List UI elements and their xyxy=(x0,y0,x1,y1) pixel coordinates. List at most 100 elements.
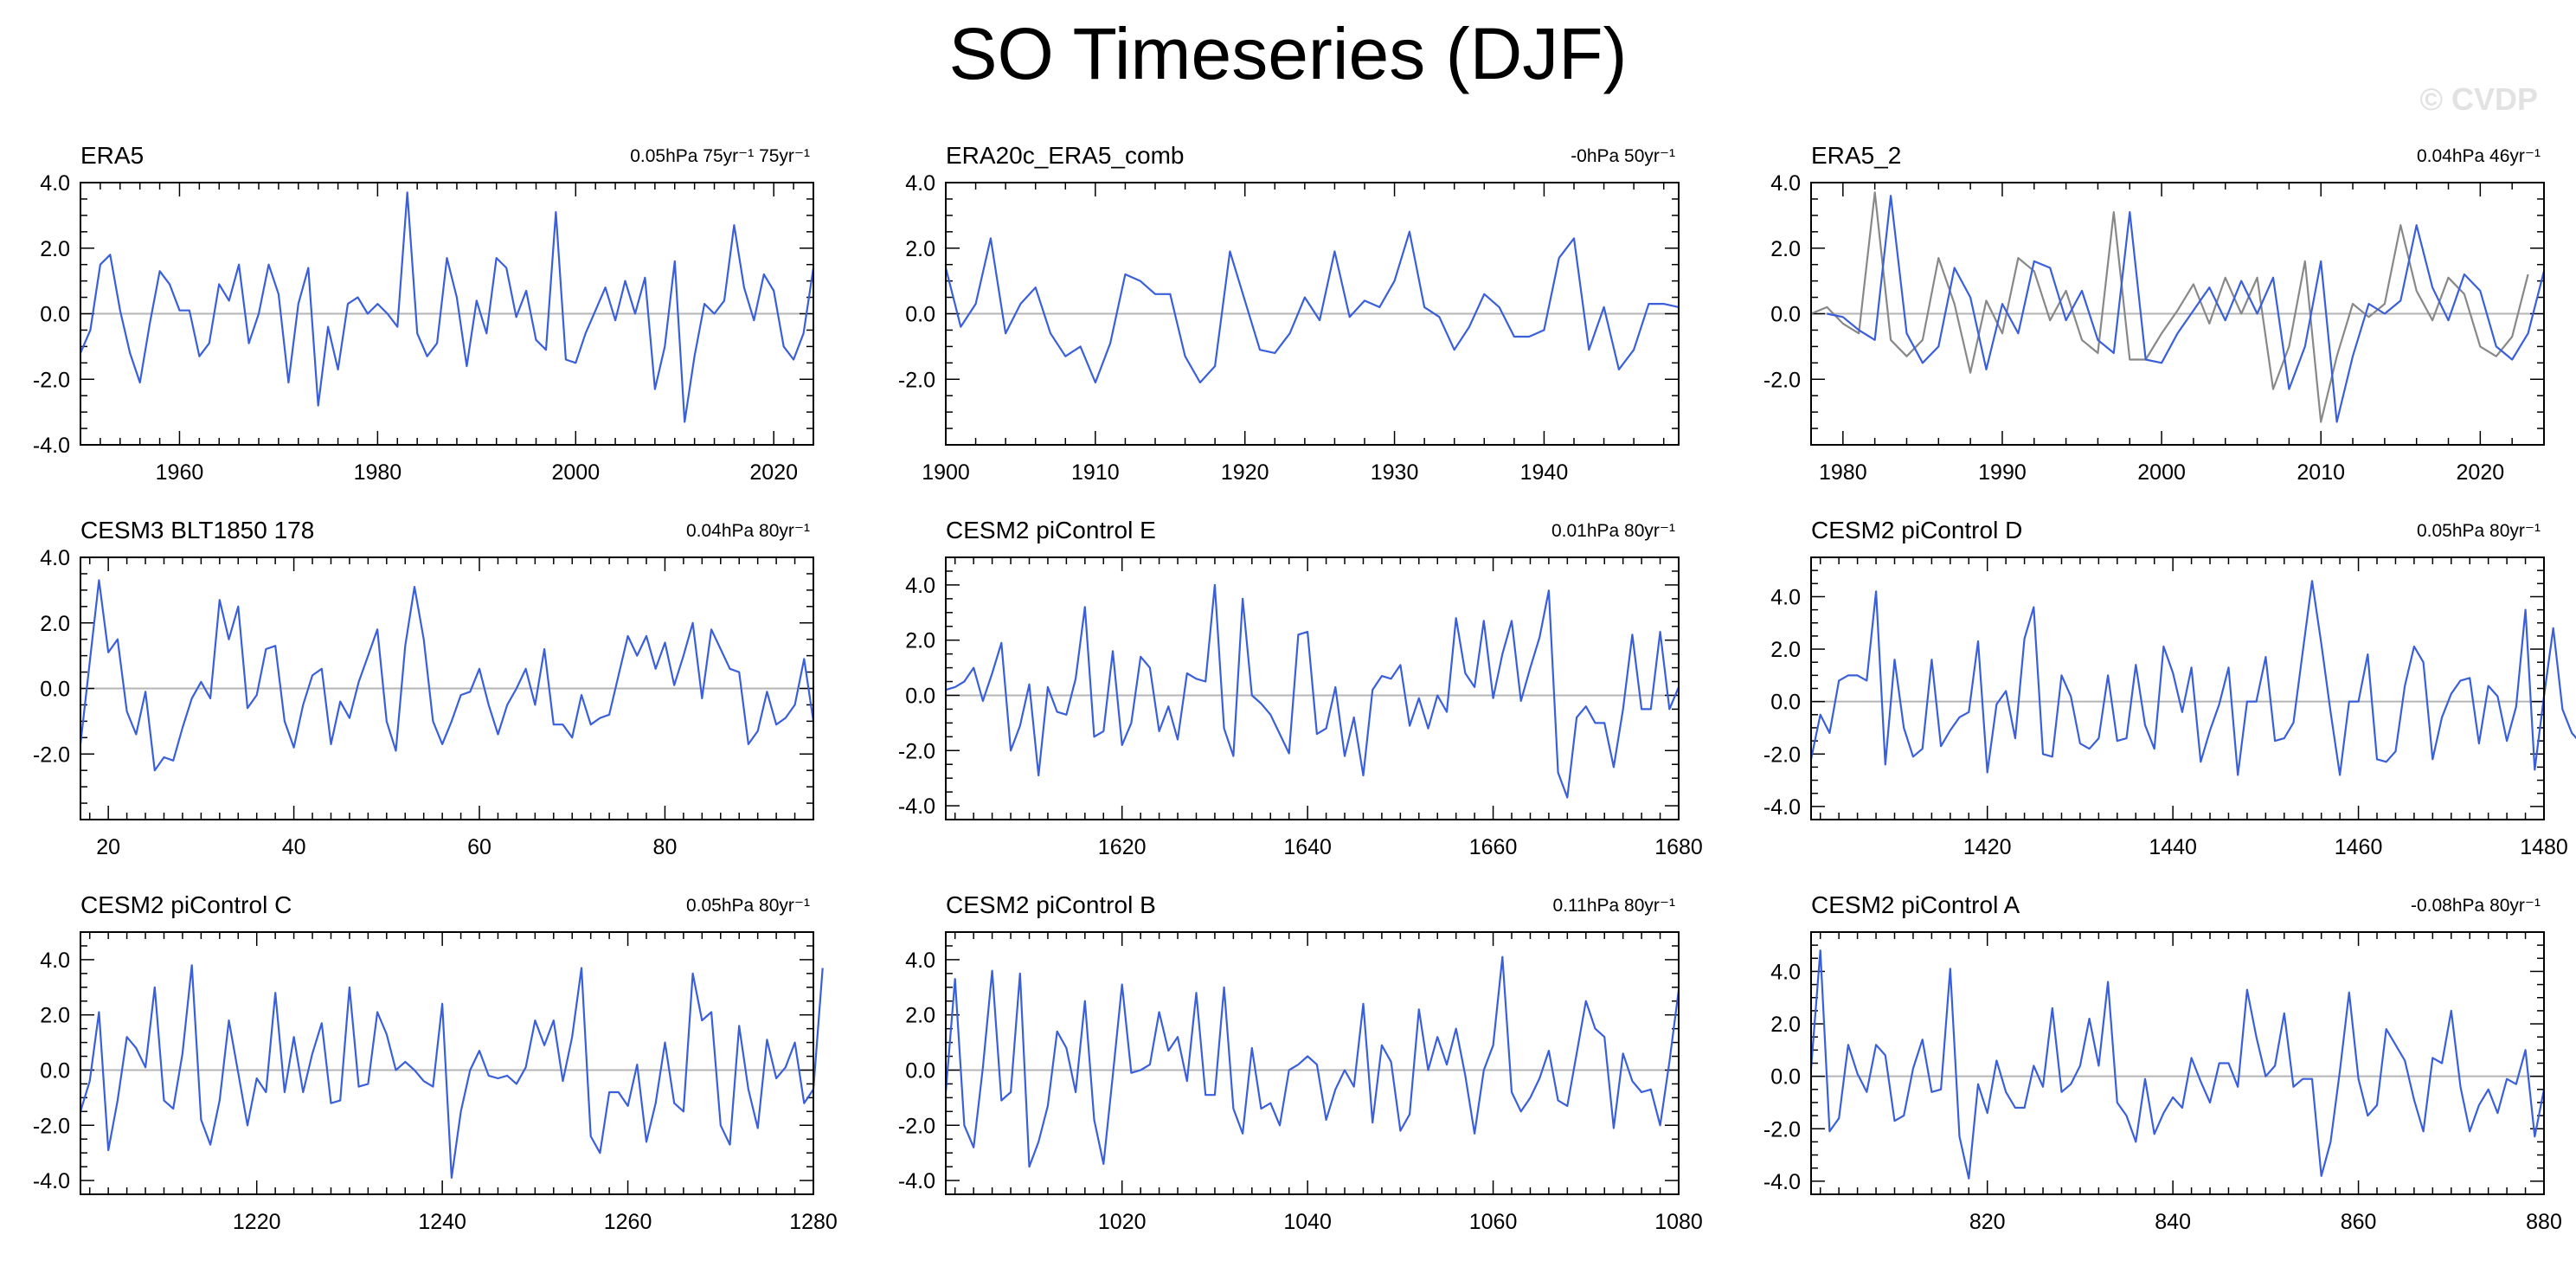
x-tick-label: 1900 xyxy=(922,460,970,485)
x-tick-label: 1680 xyxy=(1654,835,1703,859)
x-tick-label: 820 xyxy=(1969,1210,2006,1234)
x-tick-label: 2020 xyxy=(2457,460,2505,485)
x-tick-label: 1440 xyxy=(2149,835,2197,859)
plot-frame xyxy=(1810,556,2545,820)
panel-1: ERA5 0.05hPa 75yr⁻¹ 75yr⁻¹ 4.0 2.0 0.0 -2.0 -4… xyxy=(33,142,815,485)
y-tick-label: 0.0 xyxy=(1770,303,1801,327)
series-line xyxy=(1809,949,2546,1180)
plot-frame xyxy=(80,182,814,446)
y-tick-label: 0.0 xyxy=(1770,1065,1801,1090)
x-tick-label: 1660 xyxy=(1469,835,1518,859)
x-tick-label: 20 xyxy=(96,835,120,859)
x-tick-label: 1460 xyxy=(2335,835,2383,859)
y-tick-label: 4.0 xyxy=(40,949,70,973)
y-tick-label: 2.0 xyxy=(1770,638,1801,662)
y-tick-label: 4.0 xyxy=(905,171,935,196)
plot-frame xyxy=(1810,182,2545,446)
y-tick-label: 0.0 xyxy=(1770,691,1801,715)
y-tick-label: 0.0 xyxy=(40,303,70,327)
y-tick-label: -4.0 xyxy=(1763,795,1801,820)
y-tick-label: -4.0 xyxy=(898,1169,935,1193)
panel-8: CESM2 piControl B 0.11hPa 80yr⁻¹ 4.0 2.0 0.0… xyxy=(898,891,1703,1234)
panel-title: CESM2 piControl A xyxy=(1811,891,2020,918)
trend-label: 0.01hPa 80yr⁻¹ xyxy=(1551,521,1675,541)
y-tick-label: -2.0 xyxy=(33,743,70,767)
x-tick-label: 1060 xyxy=(1469,1210,1518,1234)
plot-frame xyxy=(945,931,1680,1195)
page-title: SO Timeseries (DJF) xyxy=(948,13,1628,94)
x-tick-label: 1420 xyxy=(1963,835,2012,859)
panel-title: ERA5_2 xyxy=(1811,142,1901,169)
series-line xyxy=(1827,195,2546,423)
y-tick-label: -4.0 xyxy=(898,794,935,819)
y-tick-label: 0.0 xyxy=(905,684,935,708)
y-tick-label: -2.0 xyxy=(33,368,70,392)
y-tick-label: -4.0 xyxy=(33,1169,70,1193)
x-tick-label: 1640 xyxy=(1283,835,1332,859)
x-tick-label: 1930 xyxy=(1371,460,1419,485)
panel-title: ERA20c_ERA5_comb xyxy=(946,142,1184,169)
series-line xyxy=(1809,580,2576,776)
x-tick-label: 1280 xyxy=(789,1210,838,1234)
trend-label: 0.11hPa 80yr⁻¹ xyxy=(1553,896,1675,916)
x-tick-label: 60 xyxy=(467,835,491,859)
series-line xyxy=(1810,191,2529,423)
x-tick-label: 1620 xyxy=(1098,835,1147,859)
series-line xyxy=(945,583,1680,799)
y-tick-label: -4.0 xyxy=(1763,1170,1801,1194)
panel-title: CESM2 piControl E xyxy=(946,517,1156,543)
y-tick-label: -2.0 xyxy=(1763,368,1801,392)
plot-frame xyxy=(80,556,814,820)
y-tick-label: 4.0 xyxy=(905,949,935,973)
x-tick-label: 2010 xyxy=(2297,460,2345,485)
y-tick-label: 4.0 xyxy=(40,546,70,570)
panel-title: CESM2 piControl B xyxy=(946,891,1156,918)
x-tick-label: 2000 xyxy=(2137,460,2186,485)
y-tick-label: 2.0 xyxy=(40,612,70,636)
trend-label: 0.05hPa 75yr⁻¹ 75yr⁻¹ xyxy=(630,146,810,166)
panel-5: CESM2 piControl E 0.01hPa 80yr⁻¹ 4.0 2.0 0.0… xyxy=(898,517,1703,859)
y-tick-label: 2.0 xyxy=(905,1004,935,1028)
series-line xyxy=(944,230,1680,384)
y-tick-label: 4.0 xyxy=(1770,171,1801,196)
series-line xyxy=(79,579,815,772)
y-tick-label: 4.0 xyxy=(40,171,70,196)
y-tick-label: 0.0 xyxy=(905,303,935,327)
trend-label: 0.04hPa 46yr⁻¹ xyxy=(2417,146,2541,166)
x-tick-label: 860 xyxy=(2341,1210,2377,1234)
series-line xyxy=(944,955,1680,1168)
y-tick-label: -2.0 xyxy=(1763,743,1801,767)
y-tick-label: 4.0 xyxy=(905,574,935,598)
x-tick-label: 40 xyxy=(282,835,306,859)
x-tick-label: 1240 xyxy=(418,1210,466,1234)
panel-title: CESM2 piControl D xyxy=(1811,517,2022,543)
panel-title: ERA5 xyxy=(80,142,144,169)
panel-9: CESM2 piControl A -0.08hPa 80yr⁻¹ 4.0 2.0 0.… xyxy=(1763,891,2562,1234)
x-tick-label: 1040 xyxy=(1283,1210,1332,1234)
plot-frame xyxy=(945,556,1680,820)
panel-4: CESM3 BLT1850 178 0.04hPa 80yr⁻¹ 4.0 2.0 0.0… xyxy=(33,517,815,859)
y-tick-label: 0.0 xyxy=(40,678,70,702)
x-tick-label: 1980 xyxy=(354,460,402,485)
trend-label: -0hPa 50yr⁻¹ xyxy=(1571,146,1675,166)
y-tick-label: -2.0 xyxy=(898,368,935,392)
x-tick-label: 1980 xyxy=(1819,460,1867,485)
x-tick-label: 840 xyxy=(2155,1210,2191,1234)
trend-label: 0.05hPa 80yr⁻¹ xyxy=(686,896,810,916)
y-tick-label: 2.0 xyxy=(905,237,935,261)
trend-label: 0.05hPa 80yr⁻¹ xyxy=(2417,521,2541,541)
x-tick-label: 1220 xyxy=(233,1210,281,1234)
plot-frame xyxy=(945,182,1680,446)
x-tick-label: 1480 xyxy=(2520,835,2568,859)
y-tick-label: 0.0 xyxy=(40,1058,70,1083)
y-tick-label: 2.0 xyxy=(1770,1013,1801,1037)
plot-frame xyxy=(1810,931,2545,1195)
x-tick-label: 1990 xyxy=(1978,460,2027,485)
panel-2: ERA20c_ERA5_comb -0hPa 50yr⁻¹ 4.0 2.0 0.0 -2.… xyxy=(898,142,1680,485)
y-tick-label: -2.0 xyxy=(898,739,935,763)
y-tick-label: 0.0 xyxy=(905,1058,935,1083)
plot-frame xyxy=(80,931,814,1195)
x-tick-label: 1960 xyxy=(156,460,204,485)
x-tick-label: 80 xyxy=(653,835,678,859)
